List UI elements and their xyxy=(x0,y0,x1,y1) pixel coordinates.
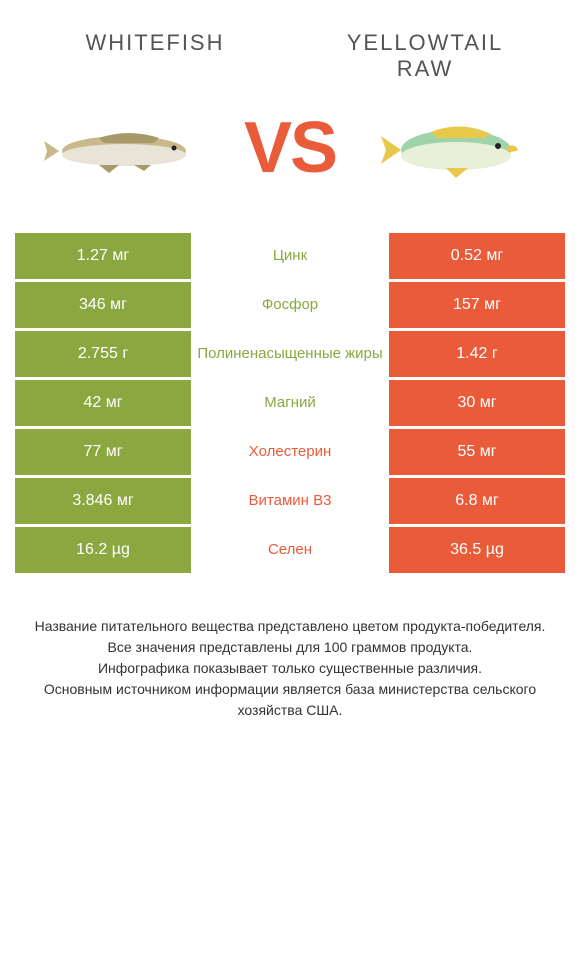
nutrient-row: 3.846 мгВитамин B36.8 мг xyxy=(15,478,565,524)
value-left: 2.755 г xyxy=(15,331,191,377)
value-left: 77 мг xyxy=(15,429,191,475)
title-whitefish: WHITEFISH xyxy=(20,30,290,56)
yellowtail-icon xyxy=(376,108,536,188)
nutrient-name: Селен xyxy=(191,527,389,573)
nutrient-row: 16.2 µgСелен36.5 µg xyxy=(15,527,565,573)
value-right: 157 мг xyxy=(389,282,565,328)
vs-label: VS xyxy=(244,107,336,189)
nutrient-name: Холестерин xyxy=(191,429,389,475)
value-right: 6.8 мг xyxy=(389,478,565,524)
value-left: 16.2 µg xyxy=(15,527,191,573)
value-left: 346 мг xyxy=(15,282,191,328)
header-left-col: WHITEFISH xyxy=(20,30,290,83)
nutrient-name: Магний xyxy=(191,380,389,426)
nutrient-row: 1.27 мгЦинк0.52 мг xyxy=(15,233,565,279)
whitefish-image xyxy=(20,93,229,203)
footer-line-2: Все значения представлены для 100 граммо… xyxy=(25,637,555,658)
nutrient-name: Полиненасыщенные жиры xyxy=(191,331,389,377)
nutrient-row: 346 мгФосфор157 мг xyxy=(15,282,565,328)
title-yellowtail-line2: RAW xyxy=(290,56,560,82)
nutrient-row: 42 мгМагний30 мг xyxy=(15,380,565,426)
header: WHITEFISH YELLOWTAIL RAW xyxy=(0,0,580,93)
value-left: 3.846 мг xyxy=(15,478,191,524)
nutrient-row: 77 мгХолестерин55 мг xyxy=(15,429,565,475)
vs-row: VS xyxy=(0,93,580,233)
nutrient-name: Цинк xyxy=(191,233,389,279)
header-right-col: YELLOWTAIL RAW xyxy=(290,30,560,83)
value-right: 1.42 г xyxy=(389,331,565,377)
value-right: 0.52 мг xyxy=(389,233,565,279)
value-right: 55 мг xyxy=(389,429,565,475)
value-left: 1.27 мг xyxy=(15,233,191,279)
footer-line-1: Название питательного вещества представл… xyxy=(25,616,555,637)
footer-line-4: Основным источником информации является … xyxy=(25,679,555,721)
value-left: 42 мг xyxy=(15,380,191,426)
nutrient-name: Фосфор xyxy=(191,282,389,328)
whitefish-icon xyxy=(39,113,209,183)
nutrient-row: 2.755 гПолиненасыщенные жиры1.42 г xyxy=(15,331,565,377)
value-right: 30 мг xyxy=(389,380,565,426)
footer-line-3: Инфографика показывает только существенн… xyxy=(25,658,555,679)
value-right: 36.5 µg xyxy=(389,527,565,573)
nutrient-table: 1.27 мгЦинк0.52 мг346 мгФосфор157 мг2.75… xyxy=(15,233,565,573)
nutrient-name: Витамин B3 xyxy=(191,478,389,524)
title-yellowtail-line1: YELLOWTAIL xyxy=(290,30,560,56)
footer-text: Название питательного вещества представл… xyxy=(0,576,580,741)
yellowtail-image xyxy=(351,93,560,203)
